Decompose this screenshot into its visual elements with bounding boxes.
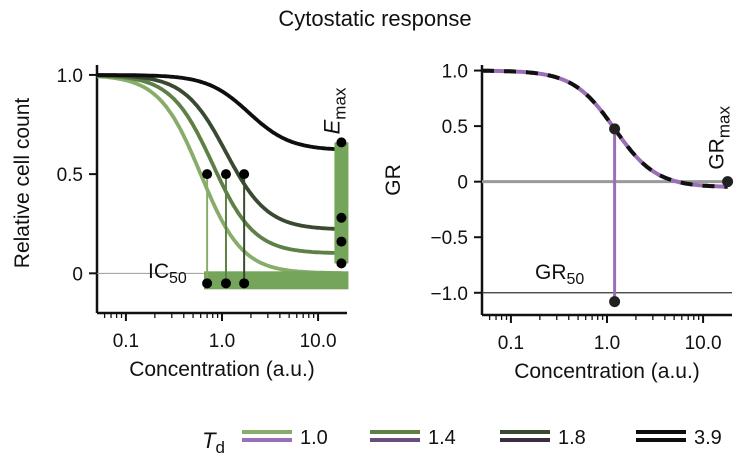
y-tick-label: 0.5 [57, 165, 83, 186]
x-tick-label: 1.0 [209, 331, 235, 352]
series-line-1.4 [96, 73, 343, 255]
emax-dot-3.9 [336, 137, 347, 148]
ic50-dot-1.8 [239, 169, 250, 180]
y-tick-label: 0.5 [442, 117, 468, 138]
legend-item-1.0: 1.0 [300, 427, 328, 449]
x-tick-label: 10.0 [300, 331, 337, 352]
x-axis-label: Concentration (a.u.) [129, 358, 315, 381]
emax-dot-1.8 [336, 212, 347, 223]
series-line-1.0 [96, 74, 343, 275]
gr50-dot [609, 123, 621, 135]
legend-title: Td [202, 428, 225, 457]
grmax-dot [722, 176, 734, 188]
emax-dot-1.0 [336, 258, 347, 269]
gr50-label: GR50 [535, 261, 584, 288]
x-axis-label: Concentration (a.u.) [514, 360, 700, 383]
x-tick-label: 0.1 [498, 333, 524, 354]
y-axis-label: Relative cell count [11, 98, 34, 269]
x-tick-label: 10.0 [685, 333, 722, 354]
legend-item-1.8: 1.8 [558, 427, 586, 449]
x-tick-label: 1.0 [594, 333, 620, 354]
grmax-label: GRmax [706, 106, 734, 170]
y-axis-label-gr: GR [382, 164, 405, 196]
gr-curve-base [482, 68, 728, 189]
legend-item-3.9: 3.9 [694, 427, 722, 449]
gr-curve-dash [482, 68, 728, 189]
ic50-axis-dot-1.8 [239, 278, 250, 289]
emax-band [334, 142, 349, 264]
y-tick-label: −1.0 [430, 284, 468, 305]
legend-item-1.4: 1.4 [428, 427, 456, 449]
ic50-axis-dot-1.0 [202, 278, 213, 289]
gr50-axis-dot [609, 296, 621, 308]
emax-dot-1.4 [336, 236, 347, 247]
y-tick-label: 1.0 [57, 66, 83, 87]
y-tick-label: 0 [457, 173, 468, 194]
y-tick-label: 0 [72, 264, 83, 285]
ic50-dot-1.0 [202, 169, 213, 180]
emax-label: Emax [319, 87, 349, 134]
chart-title: Cytostatic response [278, 6, 472, 31]
y-tick-label: −0.5 [430, 228, 468, 249]
series-line-3.9 [97, 73, 343, 152]
ic50-label: IC50 [148, 260, 187, 287]
x-tick-label: 0.1 [113, 331, 139, 352]
series-line-1.8 [96, 73, 343, 231]
ic50-axis-dot-1.4 [220, 278, 231, 289]
y-tick-label: 1.0 [442, 62, 468, 83]
ic50-dot-1.4 [220, 169, 231, 180]
